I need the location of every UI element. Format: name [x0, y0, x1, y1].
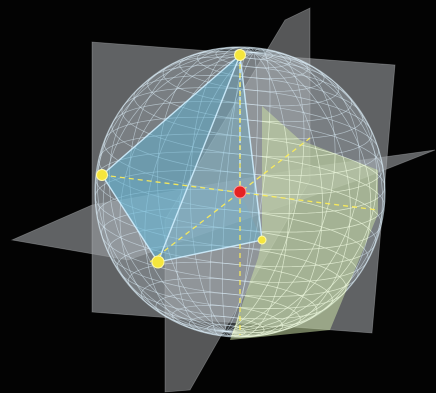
pyramid-edge: [101, 54, 241, 176]
pyramid-face-base: [102, 175, 262, 262]
pyramid-face-left: [102, 55, 240, 262]
wire-line: [162, 56, 340, 107]
vertex-right: [257, 235, 267, 245]
pyramid-edge: [239, 54, 263, 241]
wire-line: [230, 315, 265, 338]
pyramid-edges: [101, 54, 263, 263]
wire-line: [107, 226, 359, 297]
pyramid-face-front: [158, 55, 262, 262]
wire-line: [230, 305, 283, 337]
pyramid-edge: [157, 54, 241, 263]
wire-line: [230, 277, 318, 328]
pyramid-edge: [157, 239, 263, 263]
highlighted-sphere-region: [230, 106, 378, 340]
vertex-top: [234, 49, 246, 61]
vertex-bottom: [151, 255, 165, 269]
pyramid-edge: [101, 174, 159, 263]
wire-line: [230, 261, 333, 320]
sphere-center: [233, 185, 247, 199]
wire-line: [215, 47, 291, 69]
wire-line: [197, 47, 309, 79]
wire-line: [230, 244, 347, 309]
wire-line: [101, 207, 369, 283]
wire-line: [96, 189, 377, 268]
axis-depth: [149, 137, 311, 263]
wire-line: [179, 50, 325, 92]
vertex-left: [96, 169, 108, 181]
